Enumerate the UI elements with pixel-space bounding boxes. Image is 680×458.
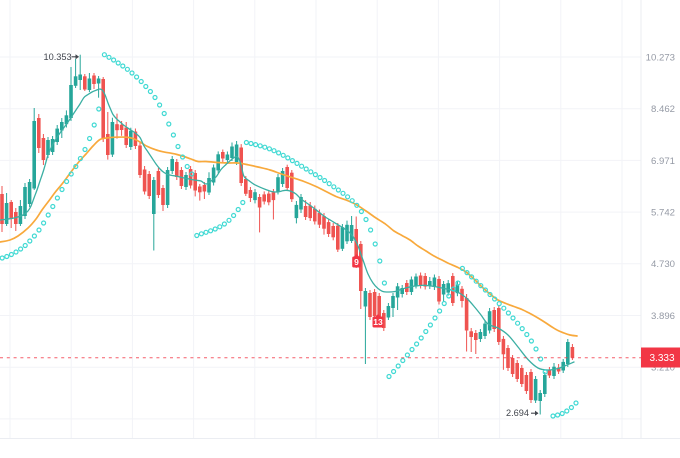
svg-text:13: 13 xyxy=(373,317,383,327)
svg-text:8.462: 8.462 xyxy=(651,104,675,115)
svg-text:3.333: 3.333 xyxy=(649,353,674,364)
svg-text:2.694: 2.694 xyxy=(506,408,529,418)
svg-text:10.273: 10.273 xyxy=(646,52,675,63)
svg-text:5.742: 5.742 xyxy=(651,208,675,219)
svg-text:9: 9 xyxy=(354,257,359,267)
svg-text:4.730: 4.730 xyxy=(651,259,675,270)
svg-text:3.896: 3.896 xyxy=(651,311,675,322)
svg-text:3.210: 3.210 xyxy=(651,363,675,374)
svg-text:6.971: 6.971 xyxy=(651,156,675,167)
svg-text:10.353: 10.353 xyxy=(44,52,72,62)
